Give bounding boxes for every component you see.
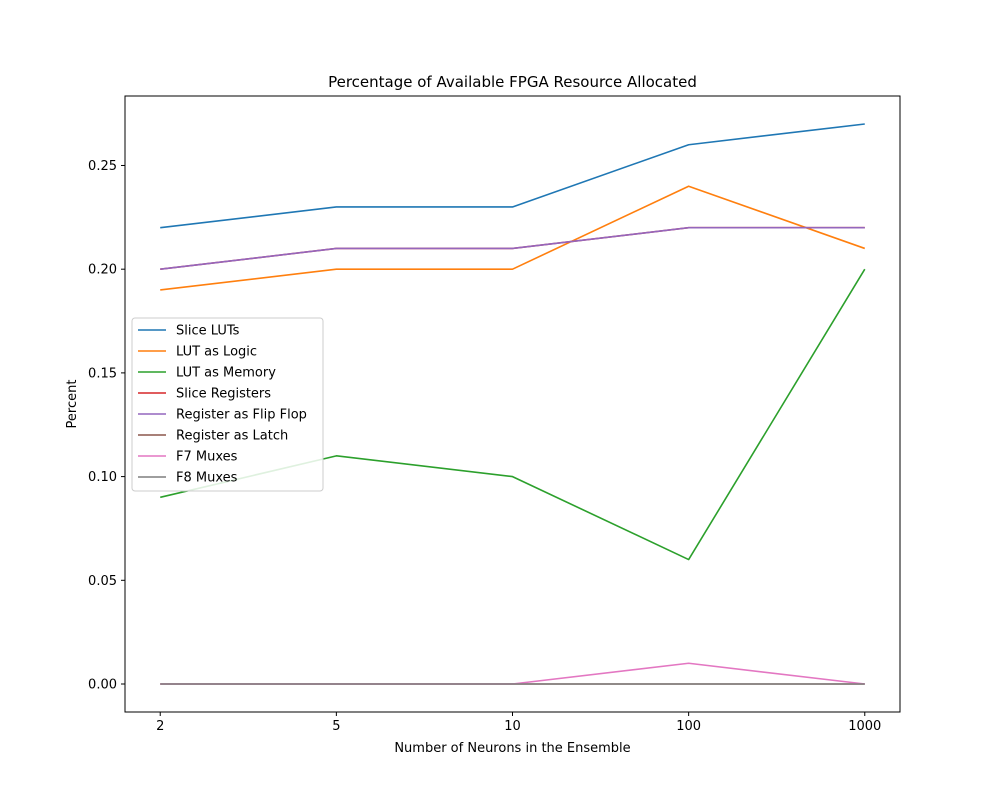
x-tick-label: 100 [676,719,701,734]
x-tick-label: 10 [504,719,521,734]
legend-entry: Slice Registers [176,387,271,402]
legend-entry: Slice LUTs [176,324,240,339]
y-axis-label: Percent [65,380,80,429]
y-tick-label: 0.15 [88,366,117,381]
series-line-f7-muxes [160,662,865,685]
legend-box [131,317,324,492]
legend: Slice LUTs LUT as Logic LUT as Memory Slice… [131,317,324,492]
y-tick-label: 0.05 [88,574,117,589]
y-tick-label: 0.20 [88,263,117,278]
x-tick-label: 2 [156,719,164,734]
legend-entry: F8 Muxes [176,471,238,486]
legend-entry: Register as Latch [176,429,288,444]
series-line-slice-luts [160,123,865,229]
x-axis-label: Number of Neurons in the Ensemble [394,741,630,756]
y-tick-label: 0.25 [88,159,117,174]
x-axis: 2 5 10 100 1000 [156,712,881,734]
legend-entry: Register as Flip Flop [176,408,307,423]
y-axis: 0.00 0.05 0.10 0.15 0.20 0.25 [88,159,125,693]
legend-entry: LUT as Logic [176,345,257,360]
chart-title: Percentage of Available FPGA Resource Al… [328,73,697,91]
series-line-lut-as-logic [160,185,866,291]
x-tick-label: 1000 [848,719,881,734]
legend-entry: LUT as Memory [176,366,276,381]
y-tick-label: 0.10 [88,470,117,485]
series-line-register-as-flip-flop [160,226,865,270]
x-tick-label: 5 [332,719,340,734]
y-tick-label: 0.00 [88,678,117,693]
legend-entry: F7 Muxes [176,450,238,465]
